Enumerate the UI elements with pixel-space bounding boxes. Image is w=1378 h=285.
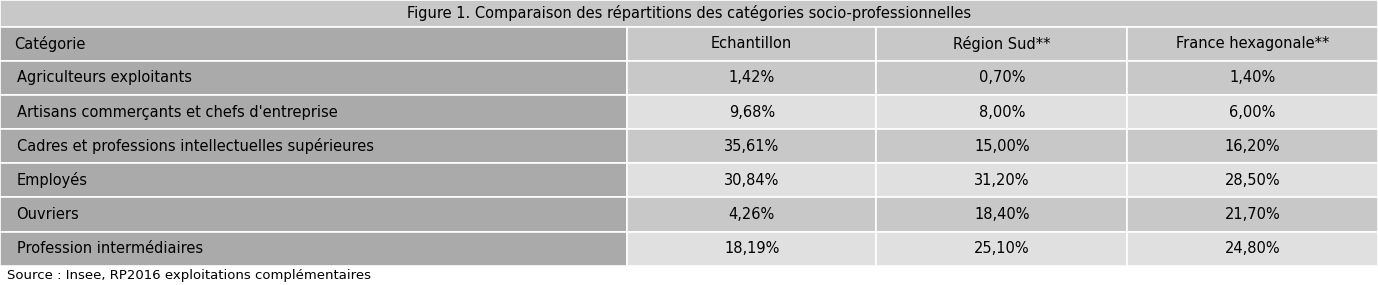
Bar: [627, 95, 876, 129]
Text: 15,00%: 15,00%: [974, 139, 1029, 154]
Text: Agriculteurs exploitants: Agriculteurs exploitants: [17, 70, 192, 86]
Bar: [1127, 198, 1378, 232]
Bar: [876, 95, 1127, 129]
Text: Source : Insee, RP2016 exploitations complémentaires: Source : Insee, RP2016 exploitations com…: [7, 269, 371, 282]
Text: 28,50%: 28,50%: [1225, 173, 1280, 188]
Bar: [0, 198, 627, 232]
Bar: [627, 27, 876, 61]
Bar: [0, 163, 627, 198]
Text: 16,20%: 16,20%: [1225, 139, 1280, 154]
Bar: [1127, 163, 1378, 198]
Text: 4,26%: 4,26%: [729, 207, 774, 222]
Bar: [876, 61, 1127, 95]
Bar: [627, 163, 876, 198]
Text: 25,10%: 25,10%: [974, 241, 1029, 256]
Bar: [627, 232, 876, 266]
Bar: [0, 95, 627, 129]
Text: Région Sud**: Région Sud**: [954, 36, 1050, 52]
Text: Employés: Employés: [17, 172, 88, 188]
Text: 31,20%: 31,20%: [974, 173, 1029, 188]
Bar: [1127, 129, 1378, 163]
Bar: [0, 0, 1378, 27]
Bar: [876, 232, 1127, 266]
Text: Echantillon: Echantillon: [711, 36, 792, 51]
Text: 9,68%: 9,68%: [729, 105, 774, 120]
Text: France hexagonale**: France hexagonale**: [1175, 36, 1330, 51]
Bar: [876, 129, 1127, 163]
Text: 18,19%: 18,19%: [723, 241, 780, 256]
Text: 0,70%: 0,70%: [978, 70, 1025, 86]
Bar: [876, 163, 1127, 198]
Text: Figure 1. Comparaison des répartitions des catégories socio-professionnelles: Figure 1. Comparaison des répartitions d…: [407, 5, 971, 21]
Text: Profession intermédiaires: Profession intermédiaires: [17, 241, 203, 256]
Bar: [0, 27, 627, 61]
Text: Cadres et professions intellectuelles supérieures: Cadres et professions intellectuelles su…: [17, 138, 373, 154]
Bar: [627, 129, 876, 163]
Text: 24,80%: 24,80%: [1225, 241, 1280, 256]
Bar: [627, 198, 876, 232]
Text: 35,61%: 35,61%: [723, 139, 780, 154]
Bar: [1127, 61, 1378, 95]
Bar: [1127, 27, 1378, 61]
Text: Catégorie: Catégorie: [14, 36, 85, 52]
Bar: [876, 198, 1127, 232]
Text: 8,00%: 8,00%: [978, 105, 1025, 120]
Text: 1,42%: 1,42%: [729, 70, 774, 86]
Text: 1,40%: 1,40%: [1229, 70, 1276, 86]
Bar: [627, 61, 876, 95]
Bar: [0, 232, 627, 266]
Bar: [1127, 232, 1378, 266]
Text: Ouvriers: Ouvriers: [17, 207, 80, 222]
Text: 6,00%: 6,00%: [1229, 105, 1276, 120]
Bar: [876, 27, 1127, 61]
Text: 18,40%: 18,40%: [974, 207, 1029, 222]
Text: Artisans commerçants et chefs d'entreprise: Artisans commerçants et chefs d'entrepri…: [17, 105, 338, 120]
Text: 30,84%: 30,84%: [723, 173, 780, 188]
Text: 21,70%: 21,70%: [1225, 207, 1280, 222]
Bar: [1127, 95, 1378, 129]
Bar: [0, 61, 627, 95]
Bar: [0, 129, 627, 163]
